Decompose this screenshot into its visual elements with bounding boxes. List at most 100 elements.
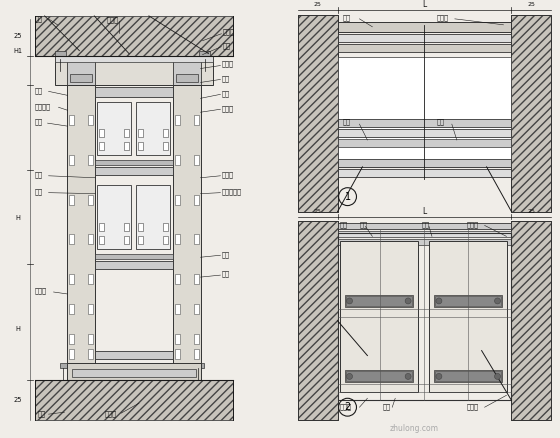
Bar — [99, 142, 104, 150]
Text: 25: 25 — [13, 33, 22, 39]
Text: H: H — [15, 326, 20, 332]
Bar — [163, 237, 168, 244]
Bar — [124, 237, 129, 244]
Text: 糙毛条: 糙毛条 — [35, 288, 46, 294]
Bar — [124, 129, 129, 137]
Bar — [97, 185, 131, 249]
Bar — [176, 74, 198, 82]
Text: 连接件: 连接件 — [104, 411, 116, 417]
Bar — [35, 380, 234, 420]
Bar — [298, 222, 338, 420]
Bar — [54, 56, 213, 85]
Bar — [54, 51, 67, 59]
Bar — [95, 88, 172, 97]
Text: 防水胶: 防水胶 — [437, 14, 449, 21]
Bar — [338, 223, 511, 230]
Text: 压座: 压座 — [343, 119, 351, 125]
Bar — [88, 234, 94, 244]
Text: 压座: 压座 — [343, 14, 351, 21]
Bar — [71, 74, 92, 82]
Bar — [435, 296, 502, 306]
Bar — [69, 349, 74, 359]
Bar — [172, 85, 200, 364]
Bar — [99, 223, 104, 231]
Bar — [124, 223, 129, 231]
Bar — [69, 304, 74, 314]
Bar — [175, 304, 180, 314]
Bar — [95, 350, 172, 359]
Bar — [194, 363, 203, 368]
Bar — [435, 371, 502, 381]
Bar — [99, 237, 104, 244]
Bar — [175, 155, 180, 165]
Bar — [136, 185, 170, 249]
Bar — [88, 115, 94, 125]
Bar — [72, 370, 195, 378]
Text: 密封胶: 密封胶 — [221, 105, 234, 112]
Bar — [67, 56, 95, 85]
Bar — [59, 363, 69, 368]
Text: 压板: 压板 — [35, 119, 43, 125]
Bar — [138, 223, 143, 231]
Text: 连接件: 连接件 — [339, 403, 352, 410]
Bar — [346, 371, 412, 381]
Bar — [69, 194, 74, 205]
Text: 封扣: 封扣 — [35, 15, 43, 22]
Bar — [346, 296, 412, 306]
Text: 进封: 进封 — [339, 221, 348, 228]
Bar — [88, 194, 94, 205]
Bar — [338, 44, 511, 52]
Text: 25: 25 — [528, 3, 535, 7]
Text: 25: 25 — [528, 209, 535, 214]
Bar — [338, 34, 511, 42]
Bar — [338, 119, 511, 127]
Bar — [175, 349, 180, 359]
Bar — [338, 22, 511, 32]
Bar — [67, 85, 95, 364]
Bar — [511, 222, 551, 420]
Bar — [194, 274, 199, 284]
Bar — [429, 241, 507, 392]
Bar — [194, 304, 199, 314]
Bar — [298, 15, 338, 212]
Bar — [194, 115, 199, 125]
Text: 疏通: 疏通 — [437, 119, 445, 125]
Bar — [338, 159, 511, 167]
Circle shape — [347, 298, 352, 304]
Bar — [95, 254, 172, 259]
Bar — [69, 155, 74, 165]
Text: H: H — [15, 215, 20, 220]
Bar — [163, 223, 168, 231]
Bar — [194, 155, 199, 165]
Bar — [175, 274, 180, 284]
Text: 防水胶: 防水胶 — [221, 60, 234, 67]
Bar — [69, 115, 74, 125]
Bar — [175, 115, 180, 125]
Bar — [338, 139, 511, 147]
Bar — [138, 129, 143, 137]
Text: 连接件: 连接件 — [106, 17, 118, 23]
Bar — [298, 222, 338, 420]
Bar — [339, 241, 418, 392]
Text: 压座: 压座 — [221, 90, 230, 97]
Bar — [69, 234, 74, 244]
Bar — [88, 334, 94, 344]
Text: 下方: 下方 — [221, 251, 230, 258]
Bar — [338, 57, 511, 167]
Text: 光洁: 光洁 — [360, 221, 367, 228]
Bar — [88, 349, 94, 359]
Bar — [88, 274, 94, 284]
Text: 防水胶: 防水胶 — [222, 28, 235, 35]
Circle shape — [494, 374, 501, 379]
Text: H1: H1 — [13, 48, 22, 53]
Text: 下滑: 下滑 — [221, 271, 230, 277]
Text: 25: 25 — [314, 209, 321, 214]
Bar — [69, 334, 74, 344]
Bar — [338, 231, 511, 237]
Text: 全包洗: 全包洗 — [466, 403, 479, 410]
Text: zhulong.com: zhulong.com — [390, 424, 438, 433]
Text: 糙毛条: 糙毛条 — [221, 172, 234, 178]
Bar — [88, 155, 94, 165]
Bar — [175, 234, 180, 244]
Bar — [124, 142, 129, 150]
